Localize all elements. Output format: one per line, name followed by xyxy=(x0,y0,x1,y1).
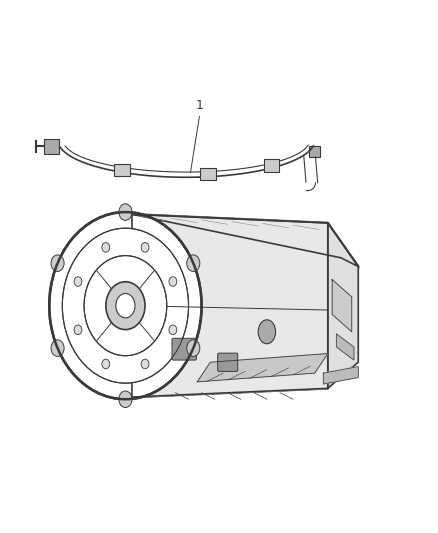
Polygon shape xyxy=(197,353,328,382)
Polygon shape xyxy=(132,214,358,266)
Ellipse shape xyxy=(84,256,167,356)
Ellipse shape xyxy=(119,204,132,220)
Polygon shape xyxy=(132,214,328,397)
Polygon shape xyxy=(132,362,358,397)
Ellipse shape xyxy=(169,277,177,286)
Ellipse shape xyxy=(119,391,132,408)
Ellipse shape xyxy=(49,212,201,399)
Ellipse shape xyxy=(102,359,110,369)
Text: 1: 1 xyxy=(195,99,203,112)
Ellipse shape xyxy=(258,320,276,344)
Ellipse shape xyxy=(74,325,82,335)
Ellipse shape xyxy=(116,294,135,318)
Polygon shape xyxy=(323,367,358,384)
Polygon shape xyxy=(328,223,358,389)
Ellipse shape xyxy=(141,359,149,369)
Ellipse shape xyxy=(141,243,149,252)
FancyBboxPatch shape xyxy=(43,139,59,154)
Bar xyxy=(264,159,279,172)
FancyBboxPatch shape xyxy=(172,338,196,360)
Polygon shape xyxy=(336,334,354,360)
FancyBboxPatch shape xyxy=(309,146,320,157)
Ellipse shape xyxy=(74,277,82,286)
Ellipse shape xyxy=(51,340,64,357)
Ellipse shape xyxy=(62,228,188,383)
Ellipse shape xyxy=(187,255,200,271)
Bar xyxy=(114,164,130,176)
Ellipse shape xyxy=(106,282,145,329)
Ellipse shape xyxy=(51,255,64,271)
FancyBboxPatch shape xyxy=(218,353,238,372)
Ellipse shape xyxy=(102,243,110,252)
Ellipse shape xyxy=(169,325,177,335)
Ellipse shape xyxy=(187,340,200,357)
Polygon shape xyxy=(332,279,352,332)
Bar xyxy=(201,168,216,180)
